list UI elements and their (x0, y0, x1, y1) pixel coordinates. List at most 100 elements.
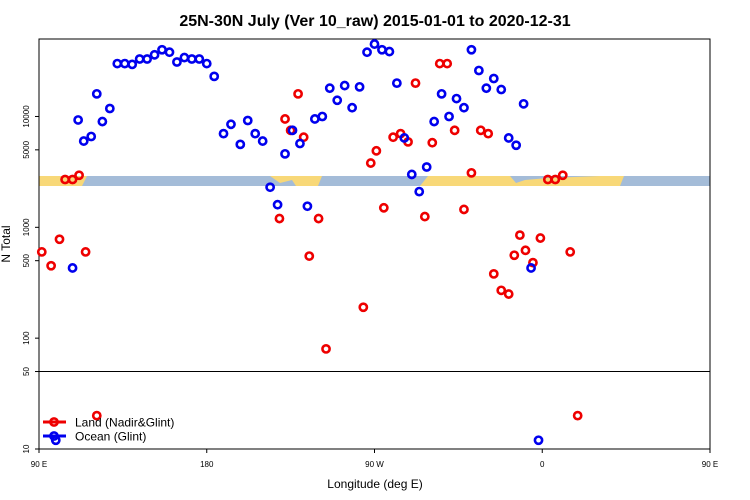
chart-title: 25N-30N July (Ver 10_raw) 2015-01-01 to … (179, 13, 570, 30)
data-point (209, 71, 220, 82)
data-point (406, 169, 417, 180)
data-point (36, 247, 47, 257)
data-point (321, 343, 331, 354)
map-strip (39, 176, 710, 186)
data-point (514, 230, 525, 241)
data-point (550, 174, 561, 185)
data-point (459, 204, 469, 215)
series-0 (36, 58, 583, 421)
data-point (488, 268, 499, 279)
data-point (149, 49, 160, 60)
data-point (74, 170, 84, 181)
data-point (235, 139, 246, 150)
data-point (503, 133, 514, 143)
data-point (509, 250, 520, 261)
data-point (535, 233, 546, 243)
map-strip-land (420, 176, 624, 186)
legend-label-land: Land (Nadir&Glint) (75, 416, 174, 430)
data-point (384, 46, 395, 57)
data-point (218, 128, 229, 139)
data-point (511, 140, 522, 151)
x-axis: 90 E 180 90 W 0 90 E (31, 449, 718, 469)
data-point (194, 54, 205, 64)
data-point (414, 186, 425, 197)
data-point (91, 88, 102, 99)
data-point (280, 114, 290, 124)
data-point (339, 80, 350, 91)
data-point (354, 81, 365, 92)
data-point (399, 133, 410, 143)
y-tick-label: 10 (22, 444, 31, 453)
legend-swatch-marker (49, 417, 59, 427)
data-point (304, 251, 315, 261)
data-point (526, 263, 536, 273)
data-point (280, 148, 290, 159)
data-point (362, 47, 372, 58)
data-point (421, 162, 432, 172)
data-point (451, 93, 462, 104)
data-point (496, 285, 507, 296)
data-point (67, 263, 78, 273)
data-point (459, 102, 469, 113)
data-point (449, 125, 460, 136)
legend-entry-land: Land (Nadir&Glint) (43, 416, 174, 430)
data-point (473, 65, 484, 76)
data-point (91, 410, 102, 421)
data-point (295, 138, 305, 149)
data-point (442, 58, 453, 69)
data-point (419, 211, 430, 222)
data-point (257, 136, 268, 146)
data-point (533, 435, 544, 446)
data-point (427, 137, 438, 148)
data-point (369, 39, 380, 49)
data-point (313, 213, 324, 224)
data-point (347, 102, 358, 113)
y-tick-label: 1000 (22, 218, 31, 236)
data-point (324, 83, 335, 94)
data-point (97, 116, 108, 127)
x-tick-label: 0 (540, 460, 545, 469)
data-point (73, 115, 84, 125)
data-point (80, 247, 91, 257)
data-point (78, 136, 89, 146)
data-point (518, 98, 529, 109)
legend-label-ocean: Ocean (Glint) (75, 430, 146, 444)
y-tick-label: 500 (22, 253, 31, 267)
y-tick-label: 100 (22, 331, 31, 345)
data-point (481, 83, 492, 94)
y-axis-label: N Total (0, 225, 13, 262)
data-point (46, 260, 57, 271)
data-point (287, 125, 298, 136)
data-point (365, 158, 376, 168)
data-point (226, 119, 236, 130)
data-point (67, 174, 78, 185)
y-tick-label: 5000 (22, 140, 31, 158)
data-point (293, 88, 303, 99)
data-point (466, 167, 477, 178)
data-point (520, 245, 531, 256)
data-point (317, 111, 328, 122)
legend-entry-ocean: Ocean (Glint) (43, 430, 146, 444)
data-points (36, 39, 583, 446)
data-point (572, 410, 583, 421)
data-point (429, 116, 440, 127)
legend: Land (Nadir&Glint) Ocean (Glint) (43, 416, 174, 444)
data-point (565, 247, 576, 257)
data-point (475, 125, 486, 136)
data-point (503, 289, 514, 299)
data-point (358, 302, 369, 313)
data-point (274, 213, 285, 224)
data-point (242, 115, 253, 126)
data-point (444, 111, 454, 122)
data-point (436, 88, 447, 99)
data-point (466, 44, 477, 55)
data-point (86, 131, 97, 142)
data-point (378, 202, 389, 213)
data-point (302, 201, 313, 212)
data-point (332, 95, 343, 106)
map-strip-land (270, 176, 322, 186)
data-point (272, 199, 283, 210)
data-point (388, 132, 399, 143)
